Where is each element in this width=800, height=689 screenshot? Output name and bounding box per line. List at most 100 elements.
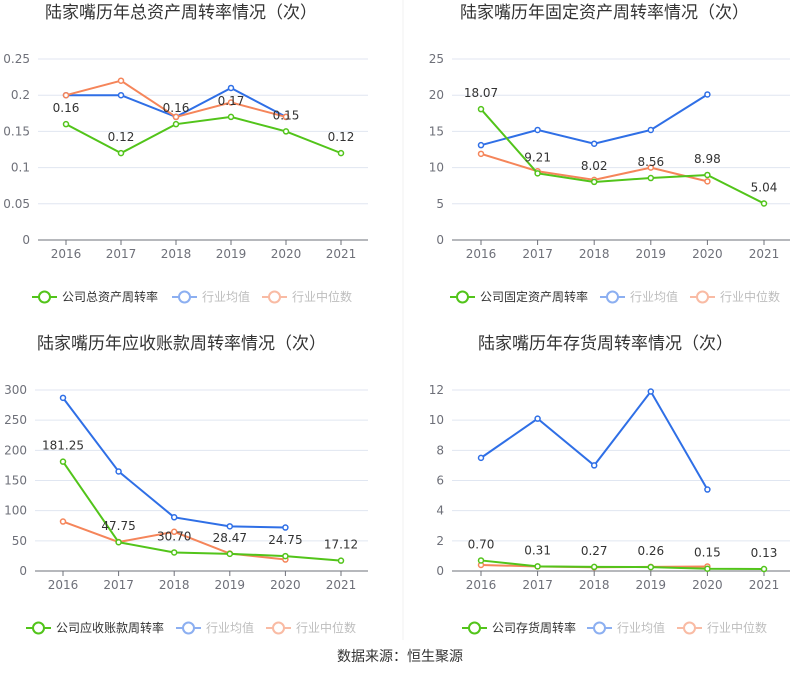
- data-label: 0.70: [468, 537, 495, 551]
- series-line-company: [62, 461, 342, 562]
- legend-circle-icon: [182, 621, 195, 635]
- legend-item-median: 行业中位数: [690, 289, 780, 304]
- data-label: 0.12: [108, 130, 135, 144]
- x-tick-label: 2018: [159, 578, 190, 592]
- data-point-company: [704, 565, 711, 572]
- data-point-avg: [115, 468, 122, 475]
- data-point-company: [282, 128, 290, 135]
- x-tick-label: 2021: [749, 247, 780, 261]
- data-label: 181.25: [42, 439, 84, 453]
- data-point-avg: [590, 140, 598, 147]
- data-label: 0.17: [218, 94, 245, 108]
- data-point-company: [647, 563, 655, 571]
- legend-item-median: 行业中位数: [262, 289, 352, 304]
- x-tick-label: 2019: [216, 247, 247, 261]
- y-tick-label: 10: [429, 161, 444, 175]
- chart-1: 0 5 10 15 20 25 2016 2017 2018 2019 2020 2021 18.07 9…: [429, 52, 790, 304]
- chart-3: 0 2 4 6 8 10 12 2016 2017 2018 2019 2020 2021 0.70 0.3…: [429, 383, 790, 635]
- data-point-company: [226, 550, 234, 558]
- legend-circle-icon: [606, 290, 619, 304]
- data-point-company: [477, 105, 485, 113]
- legend-item-company: 公司总资产周转率: [32, 289, 158, 304]
- data-point-median: [282, 113, 290, 121]
- data-point-company: [172, 120, 180, 128]
- data-point-avg: [647, 388, 655, 395]
- data-point-avg: [477, 141, 485, 149]
- series-line-company: [480, 559, 765, 571]
- legend-circle-icon: [456, 290, 469, 304]
- data-point-avg: [534, 415, 541, 422]
- legend-item-company: 公司应收账款周转率: [26, 620, 164, 635]
- x-tick-label: 2017: [522, 247, 553, 261]
- data-point-avg: [117, 91, 125, 99]
- legend-label: 公司应收账款周转率: [56, 620, 164, 635]
- data-point-median: [227, 99, 235, 106]
- legend-circle-icon: [272, 621, 285, 635]
- data-point-company: [477, 557, 485, 564]
- legend-item-avg: 行业均值: [600, 289, 678, 304]
- legend-circle-icon: [268, 290, 281, 304]
- data-label: 18.07: [464, 86, 498, 100]
- legend-label: 行业中位数: [292, 289, 352, 304]
- data-label: 0.31: [524, 543, 551, 557]
- data-label: 0.16: [163, 101, 190, 115]
- y-tick-label: 0: [22, 233, 30, 247]
- legend-circle-icon: [32, 621, 45, 635]
- data-label: 0.26: [637, 544, 664, 558]
- data-point-median: [117, 77, 125, 84]
- x-tick-label: 2021: [326, 578, 357, 592]
- data-point-company: [117, 149, 125, 157]
- data-point-avg: [534, 126, 541, 134]
- data-source: 数据来源：恒生聚源: [337, 649, 463, 665]
- data-label: 28.47: [213, 531, 247, 545]
- data-point-company: [760, 200, 768, 207]
- y-tick-label: 4: [436, 504, 444, 518]
- data-point-median: [647, 164, 655, 171]
- y-tick-label: 10: [429, 413, 444, 427]
- x-tick-label: 2018: [579, 578, 610, 592]
- x-tick-label: 2016: [51, 247, 82, 261]
- legend-label: 行业中位数: [720, 289, 780, 304]
- legend-label: 行业中位数: [707, 620, 767, 635]
- data-point-avg: [704, 486, 711, 493]
- legend-item-company: 公司固定资产周转率: [450, 289, 588, 304]
- chart-title-fixed-assets: 陆家嘴历年固定资产周转率情况（次）: [460, 3, 749, 23]
- data-point-avg: [170, 514, 178, 521]
- data-point-company: [337, 557, 345, 564]
- y-tick-label: 5: [436, 197, 444, 211]
- series-line-avg: [480, 93, 708, 147]
- chart-title-receivables: 陆家嘴历年应收账款周转率情况（次）: [37, 334, 326, 354]
- data-point-avg: [647, 126, 655, 134]
- data-point-median: [62, 91, 70, 99]
- x-tick-label: 2020: [692, 247, 723, 261]
- data-label: 0.15: [273, 108, 300, 122]
- data-label: 47.75: [101, 519, 135, 533]
- chart-title-total-assets: 陆家嘴历年总资产周转率情况（次）: [45, 3, 317, 23]
- y-tick-label: 0.05: [3, 197, 30, 211]
- y-tick-label: 0: [436, 233, 444, 247]
- chart-2: 0 50 100 150 200 250 300 2016 2017 2018 2019 2020 20…: [4, 383, 368, 635]
- series-line-company: [480, 108, 765, 205]
- y-tick-label: 50: [12, 534, 27, 548]
- x-tick-label: 2017: [106, 247, 137, 261]
- x-tick-label: 2020: [692, 578, 723, 592]
- data-point-median: [477, 150, 485, 158]
- data-point-avg: [227, 84, 235, 92]
- legend-item-company: 公司存货周转率: [462, 620, 576, 635]
- y-tick-label: 150: [4, 474, 27, 488]
- data-point-company: [62, 120, 70, 128]
- data-point-avg: [282, 524, 289, 531]
- legend-circle-icon: [178, 290, 191, 304]
- y-tick-label: 0.15: [3, 124, 30, 138]
- y-tick-label: 100: [4, 504, 27, 518]
- y-tick-label: 2: [436, 534, 444, 548]
- y-tick-label: 6: [436, 474, 444, 488]
- x-tick-label: 2016: [466, 578, 497, 592]
- data-point-median: [170, 528, 178, 536]
- x-tick-label: 2021: [326, 247, 357, 261]
- legend-label: 公司存货周转率: [492, 620, 576, 635]
- legend-item-avg: 行业均值: [587, 620, 665, 635]
- data-point-company: [760, 565, 768, 573]
- data-label: 8.98: [694, 152, 721, 166]
- legend-label: 公司固定资产周转率: [480, 289, 588, 304]
